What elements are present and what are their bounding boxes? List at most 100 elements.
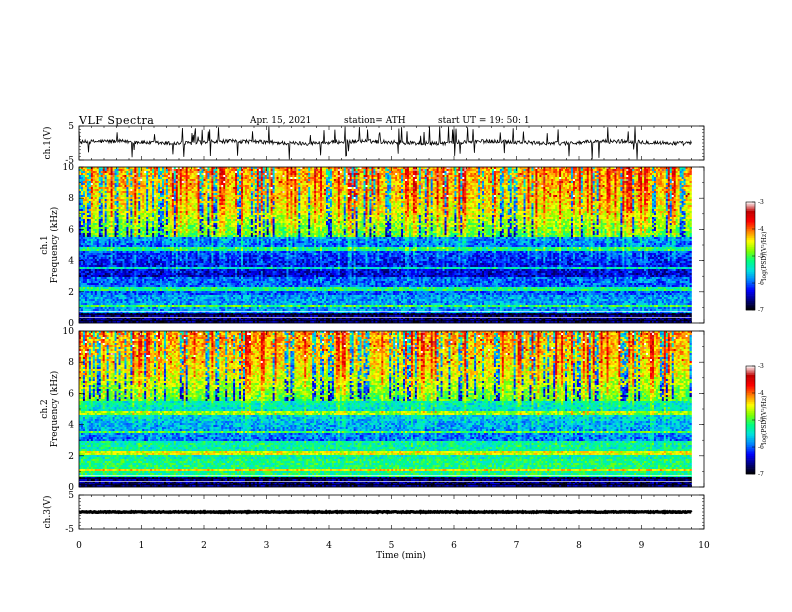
ch1-spectrogram-cell xyxy=(437,171,439,173)
ch1-spectrogram-cell xyxy=(642,185,644,187)
ch1-spectrogram-cell xyxy=(271,173,273,175)
ch1-spectrogram-cell xyxy=(314,171,316,173)
ch1-spectrogram-cell xyxy=(468,177,470,179)
ch1-spectrogram-cell xyxy=(567,181,569,183)
ch1-spectrogram-cell xyxy=(117,177,119,179)
ch1-spectrogram-cell xyxy=(113,169,115,171)
ch1-spectrogram-cell xyxy=(273,175,275,177)
ch1-spectrogram-cell xyxy=(239,173,241,175)
ch1-spectrogram-cell xyxy=(686,185,688,187)
ch1-spectrogram-cell xyxy=(405,177,407,179)
ch1-spectrogram-cell xyxy=(638,187,640,189)
ch1-spectrogram-cell xyxy=(365,177,367,179)
ch1-spectrogram-cell xyxy=(105,169,107,171)
ch1-spectrogram-cell xyxy=(105,187,107,189)
ch1-spectrogram-cell xyxy=(334,169,336,171)
ch1-spectrogram-cell xyxy=(174,185,176,187)
ch1-spectrogram-cell xyxy=(255,173,257,175)
ch1-spectrogram-cell xyxy=(326,183,328,185)
ch1-spectrogram-cell xyxy=(650,169,652,171)
ch1-spectrogram-cell xyxy=(302,177,304,179)
ch1-spectrogram-cell xyxy=(504,177,506,179)
ch1-spectrogram-cell xyxy=(211,169,213,171)
ch1-spectrogram-cell xyxy=(502,173,504,175)
ch1-spectrogram-cell xyxy=(506,181,508,183)
ch1-spectrogram-cell xyxy=(484,171,486,173)
ch1-spectrogram-cell xyxy=(251,187,253,189)
ch1-spectrogram-cell xyxy=(273,187,275,189)
ch1-spectrogram-cell xyxy=(674,169,676,171)
ch1-spectrogram-cell xyxy=(119,175,121,177)
ch1-spectrogram-cell xyxy=(247,183,249,185)
ch1-spectrogram-cell xyxy=(668,171,670,173)
ch1-spectrogram-cell xyxy=(431,183,433,185)
ch1-spectrogram-cell xyxy=(524,187,526,189)
ch1-spectrogram-cell xyxy=(105,175,107,177)
ch1-spectrogram-cell xyxy=(109,171,111,173)
ch1-spectrogram-cell xyxy=(664,187,666,189)
ch1-spectrogram-cell xyxy=(610,183,612,185)
ch1-spectrogram-cell xyxy=(237,185,239,187)
ch1-spectrogram-cell xyxy=(686,183,688,185)
ch1-spectrogram-cell xyxy=(563,181,565,183)
ch1-spectrogram-cell xyxy=(690,185,692,187)
ch1-spectrogram-cell xyxy=(597,169,599,171)
ch1-spectrogram-cell xyxy=(638,185,640,187)
ch1-spectrogram-cell xyxy=(225,183,227,185)
ch1-spectrogram-cell xyxy=(192,169,194,171)
ch1-spectrogram-cell xyxy=(190,169,192,171)
ch1-spectrogram-cell xyxy=(609,175,611,177)
ch1-spectrogram-cell xyxy=(638,175,640,177)
ch1-spectrogram-cell xyxy=(124,185,126,187)
ch1-spectrogram-cell xyxy=(397,173,399,175)
ch1-spectrogram-cell xyxy=(142,171,144,173)
ch1-spectrogram-cell xyxy=(531,169,533,171)
ch1-spectrogram-cell xyxy=(130,183,132,185)
ch1-spectrogram-cell xyxy=(352,171,354,173)
ch1-spectrogram-cell xyxy=(531,177,533,179)
ch1-spectrogram-cell xyxy=(136,171,138,173)
ch1-spectrogram-cell xyxy=(373,173,375,175)
ch1-spectrogram-cell xyxy=(342,177,344,179)
ch1-spectrogram-cell xyxy=(666,171,668,173)
ch1-spectrogram-cell xyxy=(516,187,518,189)
ch1-spectrogram-cell xyxy=(573,175,575,177)
ch1-spectrogram-cell xyxy=(557,181,559,183)
ch1-spectrogram-cell xyxy=(144,169,146,171)
ch1-spectrogram-cell xyxy=(138,189,140,191)
ch1-spectrogram-cell xyxy=(215,179,217,181)
ch1-spectrogram-cell xyxy=(186,183,188,185)
ch1-spectrogram-cell xyxy=(417,169,419,171)
ch1-spectrogram-cell xyxy=(178,169,180,171)
ch1-spectrogram-cell xyxy=(478,181,480,183)
ch1-spectrogram-cell xyxy=(395,171,397,173)
ch1-spectrogram-cell xyxy=(514,181,516,183)
ch1-spectrogram-cell xyxy=(198,177,200,179)
ch1-spectrogram-cell xyxy=(494,179,496,181)
ch1-spectrogram-cell xyxy=(314,179,316,181)
ch1-spectrogram-cell xyxy=(367,177,369,179)
ch1-spectrogram-cell xyxy=(336,181,338,183)
ch1-spectrogram-cell xyxy=(97,187,99,189)
ch1-spectrogram-cell xyxy=(472,179,474,181)
ch1-spectrogram-cell xyxy=(518,179,520,181)
ch1-spectrogram-cell xyxy=(259,185,261,187)
ch1-spectrogram-cell xyxy=(624,185,626,187)
ch1-spectrogram-cell xyxy=(213,179,215,181)
ch1-spectrogram-cell xyxy=(259,187,261,189)
ch1-spectrogram-cell xyxy=(302,173,304,175)
ch1-spectrogram-cell xyxy=(612,181,614,183)
ch1-spectrogram-cell xyxy=(423,179,425,181)
ch1-spectrogram-cell xyxy=(97,177,99,179)
ch1-spectrogram-cell xyxy=(115,189,117,191)
ch1-spectrogram-cell xyxy=(456,171,458,173)
ch1-spectrogram-cell xyxy=(609,171,611,173)
date-label: Apr. 15, 2021 xyxy=(249,116,311,126)
ch1-spectrogram-cell xyxy=(543,177,545,179)
ch1-spectrogram-cell xyxy=(413,179,415,181)
ch1-waveform-trace xyxy=(79,127,692,160)
ch1-spectrogram-cell xyxy=(281,175,283,177)
ch1-spectrogram-cell xyxy=(275,183,277,185)
ch1-spectrogram-cell xyxy=(132,175,134,177)
